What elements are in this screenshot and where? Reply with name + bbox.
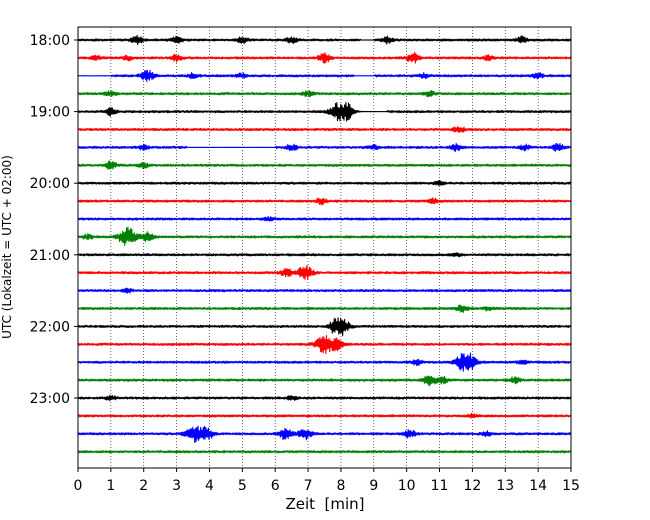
x-tick-label: 15 [562,478,580,494]
y-axis-ticks: 18:00 19:00 20:00 21:00 22:00 23:00 [30,33,78,407]
trace-1830 [77,69,572,83]
trace-2330 [77,425,572,444]
trace-2100 [77,252,572,258]
trace-2030 [77,215,572,222]
x-tick-label: 5 [238,478,247,494]
x-tick-label: 1 [106,478,115,494]
x-tick-label: 3 [172,478,181,494]
x-tick-label: 11 [431,478,449,494]
x-tick-label: 8 [336,478,345,494]
y-axis-label: UTC (Lokalzeit = UTC + 02:00) [0,155,14,339]
trace-2300 [77,394,572,402]
trace-2045 [77,226,572,247]
trace-2345 [77,450,572,454]
trace-1900 [77,101,572,122]
trace-2130 [77,287,572,294]
trace-2200 [77,317,572,337]
x-tick-label: 13 [496,478,514,494]
x-tick-label: 10 [398,478,416,494]
trace-2015 [77,197,572,206]
y-tick-label: 22:00 [30,319,70,335]
trace-2245 [77,375,572,387]
x-tick-label: 7 [304,478,313,494]
trace-1845 [77,89,572,98]
x-axis-label: Zeit [min] [285,495,364,513]
x-tick-label: 2 [139,478,148,494]
trace-1945 [77,160,572,170]
x-tick-label: 14 [529,478,547,494]
y-tick-label: 23:00 [30,391,70,407]
trace-2000 [77,179,572,187]
x-tick-label: 9 [369,478,378,494]
x-tick-label: 6 [271,478,280,494]
trace-1800 [77,34,572,46]
trace-1930 [77,142,572,152]
y-tick-label: 21:00 [30,248,70,264]
trace-2145 [77,304,572,313]
trace-1815 [77,51,572,64]
trace-2215 [77,335,572,355]
x-tick-label: 0 [74,478,83,494]
y-tick-label: 18:00 [30,33,70,49]
y-tick-label: 19:00 [30,105,70,121]
trace-group [77,34,572,454]
plot-frame [77,26,572,469]
trace-2315 [77,412,572,419]
trace-1915 [77,126,572,133]
y-tick-label: 20:00 [30,176,70,192]
x-tick-label: 4 [205,478,214,494]
x-axis-ticks: 0 1 2 3 4 5 6 7 8 9 10 11 12 13 14 15 [74,468,580,494]
trace-2230 [77,352,572,372]
x-tick-label: 12 [463,478,481,494]
trace-2115 [77,264,572,281]
